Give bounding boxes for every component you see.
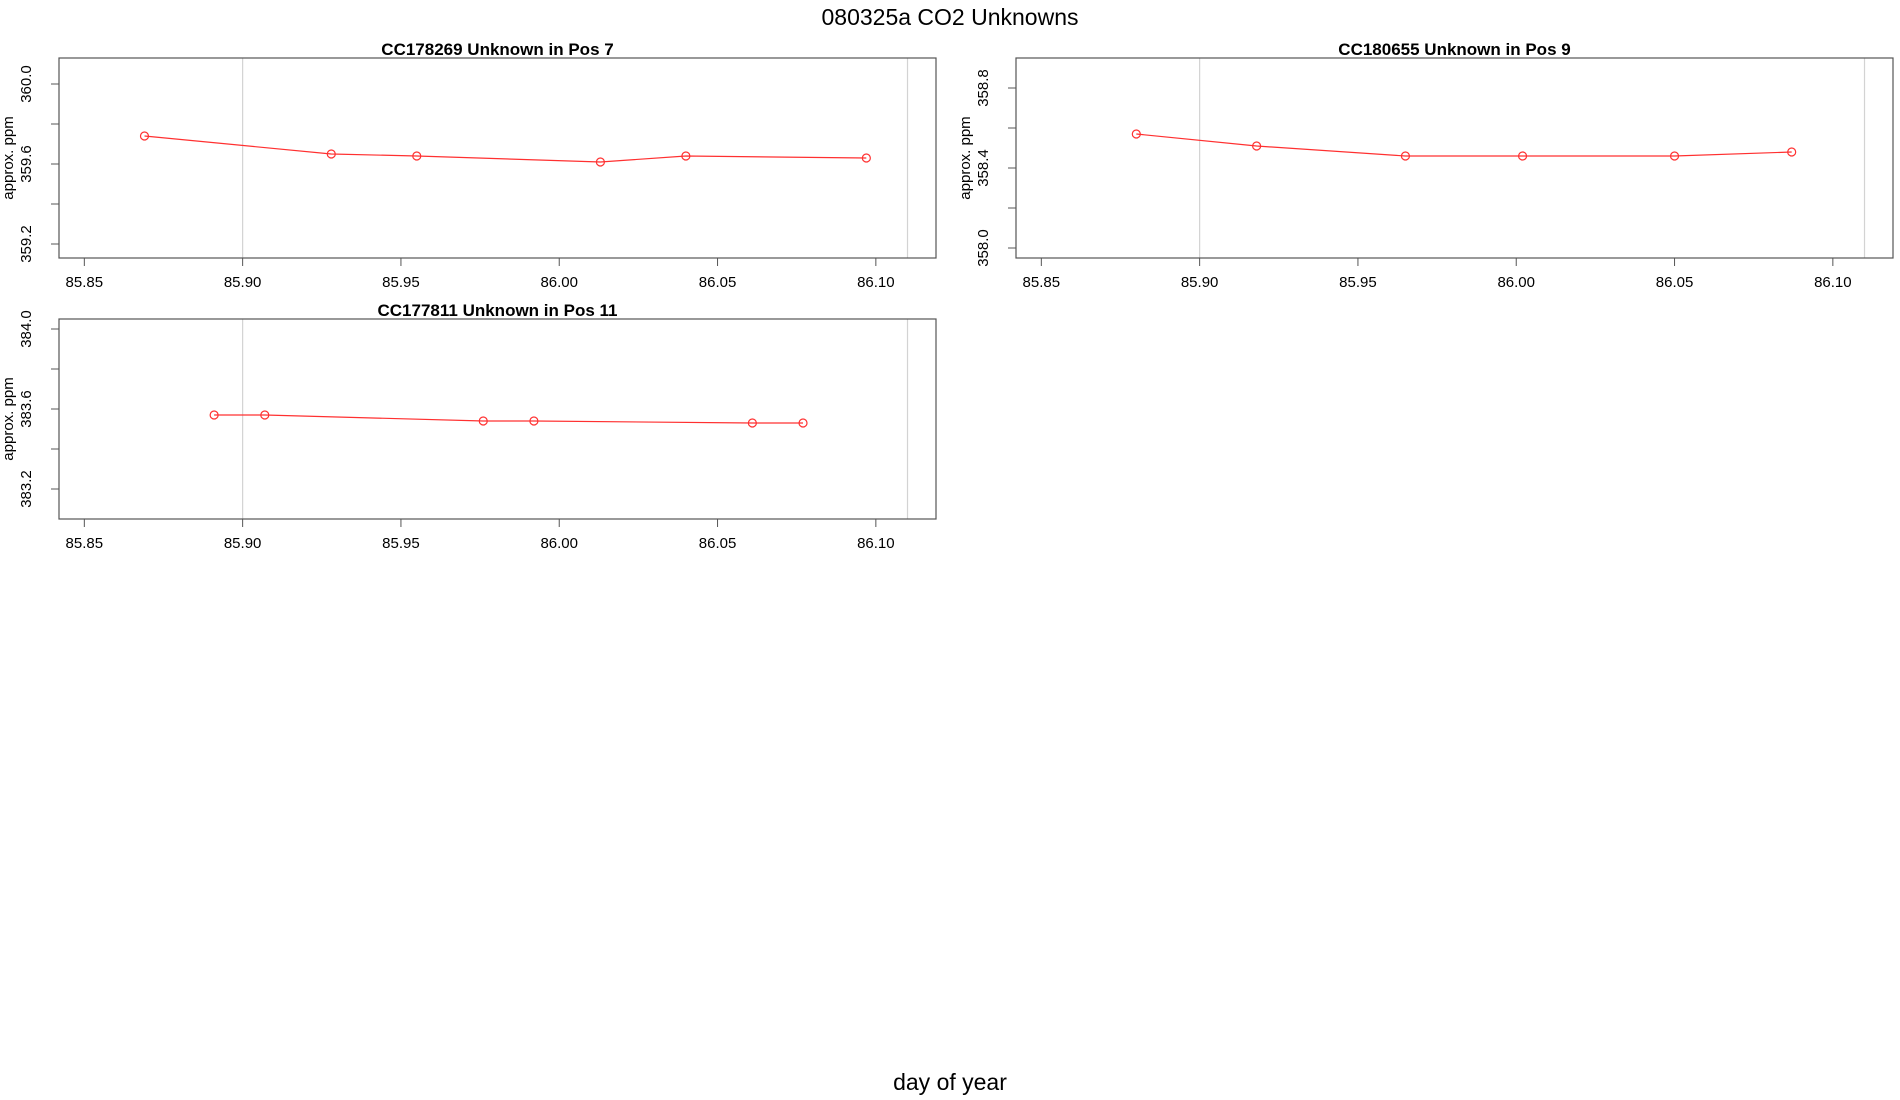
data-point xyxy=(747,418,757,428)
x-tick-label: 86.10 xyxy=(857,535,895,552)
series-line xyxy=(214,414,803,424)
x-tick-label: 85.90 xyxy=(1181,274,1219,291)
x-axis-label: day of year xyxy=(893,1069,1007,1095)
y-tick-label: 358.8 xyxy=(975,69,992,107)
x-tick-label: 86.05 xyxy=(699,535,737,552)
series-line xyxy=(144,135,867,163)
data-point xyxy=(529,416,539,426)
x-tick-label: 85.95 xyxy=(1339,274,1377,291)
series-line xyxy=(1136,133,1792,157)
page-title: 080325a CO2 Unknowns xyxy=(821,4,1079,30)
data-point xyxy=(1131,129,1141,139)
plot-frame xyxy=(1015,57,1894,259)
y-tick-label: 383.6 xyxy=(18,390,35,428)
data-point xyxy=(1252,141,1262,151)
y-axis-label: approx. ppm xyxy=(0,377,17,460)
x-tick-label: 86.00 xyxy=(1497,274,1535,291)
data-point xyxy=(139,131,150,141)
data-point xyxy=(595,157,605,167)
y-tick-label: 359.2 xyxy=(18,225,35,263)
chart-title: CC177811 Unknown in Pos 11 xyxy=(378,301,618,320)
data-point xyxy=(209,410,219,420)
x-tick-label: 86.05 xyxy=(699,274,737,291)
data-point xyxy=(798,418,808,428)
x-tick-label: 85.90 xyxy=(224,274,262,291)
x-tick-label: 86.05 xyxy=(1656,274,1694,291)
data-point xyxy=(478,416,488,426)
x-tick-label: 85.85 xyxy=(66,274,104,291)
x-tick-label: 86.10 xyxy=(857,274,895,291)
plot-frame xyxy=(58,57,937,259)
x-tick-label: 86.10 xyxy=(1814,274,1852,291)
chart-panel-1: CC178269 Unknown in Pos 7 85.85 85.90 85.95… xyxy=(0,40,937,291)
data-point xyxy=(861,153,871,163)
chart-title: CC180655 Unknown in Pos 9 xyxy=(1338,40,1570,59)
data-point xyxy=(326,149,336,159)
y-tick-label: 358.4 xyxy=(975,149,992,187)
y-tick-label: 384.0 xyxy=(18,310,35,348)
y-axis-label: approx. ppm xyxy=(957,116,974,199)
x-tick-label: 85.95 xyxy=(382,274,420,291)
data-point xyxy=(1400,151,1411,161)
chart-panel-3: CC177811 Unknown in Pos 11 85.85 85.90 85.9… xyxy=(0,301,937,552)
x-tick-label: 85.85 xyxy=(1023,274,1061,291)
chart-panel-2: CC180655 Unknown in Pos 9 85.85 85.90 85.95… xyxy=(957,40,1894,291)
data-point xyxy=(260,410,270,420)
x-tick-label: 85.95 xyxy=(382,535,420,552)
y-axis-label: approx. ppm xyxy=(0,116,17,199)
chart-title: CC178269 Unknown in Pos 7 xyxy=(381,40,613,59)
data-point xyxy=(681,151,691,161)
x-tick-label: 86.00 xyxy=(540,274,578,291)
data-point xyxy=(412,151,422,161)
x-tick-label: 85.85 xyxy=(66,535,104,552)
y-tick-label: 358.0 xyxy=(975,229,992,267)
plot-frame xyxy=(58,318,937,520)
data-point xyxy=(1787,147,1797,157)
x-tick-label: 86.00 xyxy=(540,535,578,552)
y-tick-label: 383.2 xyxy=(18,470,35,508)
data-point xyxy=(1517,151,1528,161)
y-tick-label: 360.0 xyxy=(18,65,35,103)
data-point xyxy=(1669,151,1680,161)
x-tick-label: 85.90 xyxy=(224,535,262,552)
y-tick-label: 359.6 xyxy=(18,145,35,183)
